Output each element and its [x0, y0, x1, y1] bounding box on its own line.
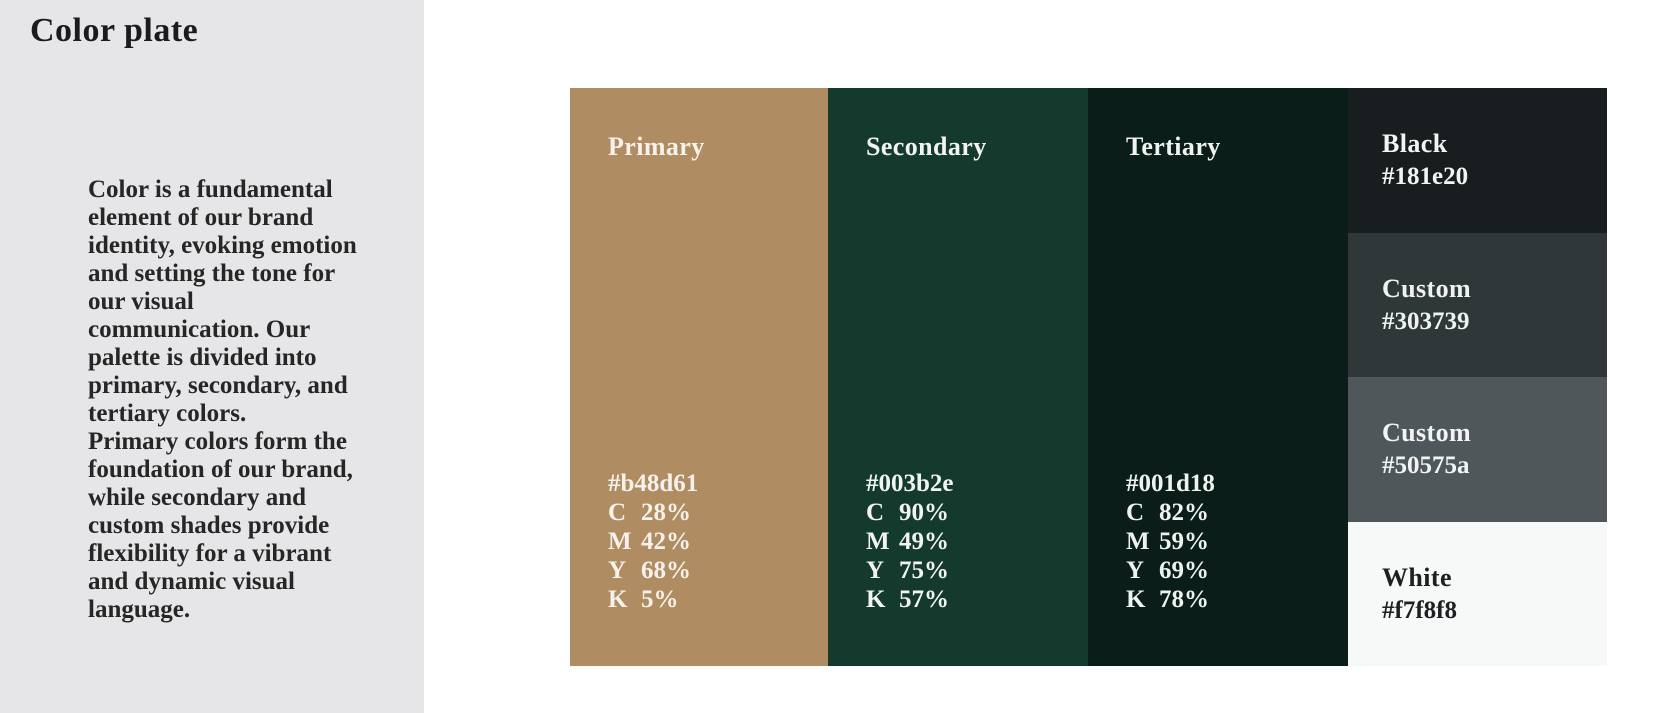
cmyk-value: 75%: [899, 557, 949, 584]
swatch-label-primary: Primary: [608, 132, 705, 161]
cmyk-letter: K: [866, 586, 886, 613]
swatch-name: Black: [1382, 129, 1448, 159]
cmyk-value: 90%: [899, 499, 949, 526]
cmyk-row: Y 69%: [1126, 556, 1348, 585]
cmyk-letter: C: [1126, 499, 1145, 526]
cmyk-letter: M: [608, 528, 632, 555]
cmyk-row: K 5%: [608, 585, 828, 614]
cmyk-value: 82%: [1159, 499, 1209, 526]
cmyk-row: M 42%: [608, 527, 828, 556]
swatch-stack: Black #181e20 Custom #303739 Custom #505…: [1348, 88, 1607, 666]
swatch-label-secondary: Secondary: [866, 132, 987, 161]
cmyk-row: K 78%: [1126, 585, 1348, 614]
swatch-hex: #303739: [1382, 307, 1470, 335]
cmyk-row: C 28%: [608, 498, 828, 527]
swatch-info-tertiary: #001d18 C 82% M 59% Y 69% K 78%: [1126, 469, 1348, 614]
cmyk-letter: C: [608, 499, 627, 526]
cmyk-row: M 59%: [1126, 527, 1348, 556]
cmyk-row: K 57%: [866, 585, 1088, 614]
cmyk-value: 57%: [899, 586, 949, 613]
swatch-row-black: Black #181e20: [1348, 88, 1607, 233]
cmyk-value: 78%: [1159, 586, 1209, 613]
cmyk-letter: Y: [866, 557, 885, 584]
swatch-label-tertiary: Tertiary: [1126, 132, 1221, 161]
cmyk-letter: M: [866, 528, 890, 555]
cmyk-row: Y 68%: [608, 556, 828, 585]
cmyk-row: C 82%: [1126, 498, 1348, 527]
swatch-hex: #181e20: [1382, 163, 1469, 191]
cmyk-value: 42%: [641, 528, 691, 555]
swatch-column-secondary: Secondary #003b2e C 90% M 49% Y 75% K 57…: [828, 88, 1088, 666]
swatch-column-tertiary: Tertiary #001d18 C 82% M 59% Y 69% K 78%: [1088, 88, 1348, 666]
cmyk-letter: M: [1126, 528, 1150, 555]
cmyk-letter: K: [608, 586, 628, 613]
page-title: Color plate: [30, 12, 199, 49]
swatch-row-white: White #f7f8f8: [1348, 521, 1607, 666]
swatch-name: White: [1382, 562, 1452, 592]
swatch-info-secondary: #003b2e C 90% M 49% Y 75% K 57%: [866, 469, 1088, 614]
cmyk-row: M 49%: [866, 527, 1088, 556]
cmyk-value: 59%: [1159, 528, 1209, 555]
swatch-name: Custom: [1382, 273, 1472, 303]
color-palette: Primary #b48d61 C 28% M 42% Y 68% K 5%: [570, 88, 1607, 666]
swatch-hex: #001d18: [1126, 470, 1215, 497]
swatch-hex: #b48d61: [608, 470, 699, 497]
cmyk-value: 68%: [641, 557, 691, 584]
cmyk-letter: C: [866, 499, 885, 526]
cmyk-letter: Y: [1126, 557, 1145, 584]
swatch-hex: #50575a: [1382, 452, 1470, 480]
cmyk-value: 5%: [641, 586, 679, 613]
swatch-row-custom-gray: Custom #50575a: [1348, 377, 1607, 522]
cmyk-value: 69%: [1159, 557, 1209, 584]
swatch-column-primary: Primary #b48d61 C 28% M 42% Y 68% K 5%: [570, 88, 828, 666]
cmyk-value: 28%: [641, 499, 691, 526]
swatch-hex: #003b2e: [866, 470, 954, 497]
cmyk-letter: Y: [608, 557, 627, 584]
cmyk-row: C 90%: [866, 498, 1088, 527]
swatch-hex: #f7f8f8: [1382, 596, 1457, 624]
cmyk-row: Y 75%: [866, 556, 1088, 585]
cmyk-letter: K: [1126, 586, 1146, 613]
intro-paragraph: Color is a fundamental element of our br…: [88, 176, 357, 623]
swatch-row-custom-dark: Custom #303739: [1348, 232, 1607, 377]
swatch-info-primary: #b48d61 C 28% M 42% Y 68% K 5%: [608, 469, 828, 614]
swatch-name: Custom: [1382, 418, 1472, 448]
sidebar: Color plate Color is a fundamental eleme…: [0, 0, 424, 713]
cmyk-value: 49%: [899, 528, 949, 555]
